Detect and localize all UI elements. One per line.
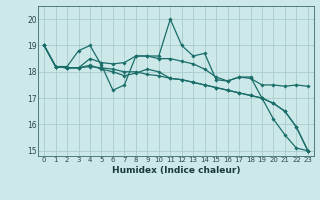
X-axis label: Humidex (Indice chaleur): Humidex (Indice chaleur) xyxy=(112,166,240,175)
